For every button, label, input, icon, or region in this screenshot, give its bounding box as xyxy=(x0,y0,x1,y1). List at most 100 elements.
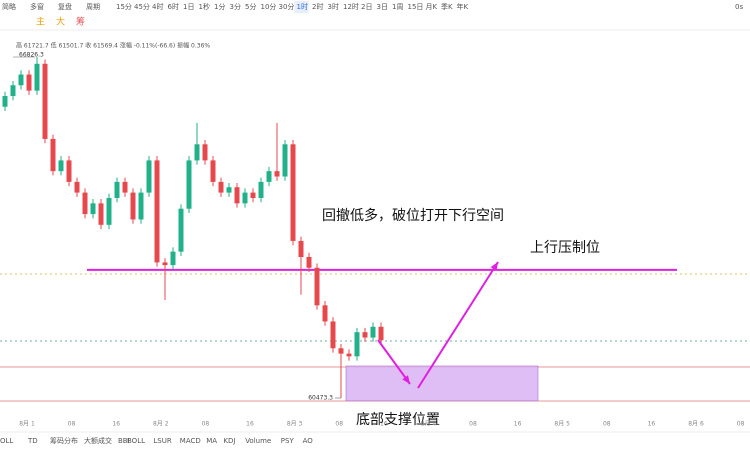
candle-body xyxy=(178,208,184,252)
period-button[interactable]: 1分 xyxy=(214,2,225,11)
x-tick-label: 16 xyxy=(112,421,120,428)
period-button[interactable]: 1秒 xyxy=(199,2,210,11)
x-tick-label: 16 xyxy=(246,421,254,428)
candle-body xyxy=(250,192,256,198)
candle-body xyxy=(98,203,104,225)
candle-body xyxy=(50,138,56,172)
indicator-tab[interactable]: LSUR xyxy=(153,437,171,445)
toolbar-button[interactable]: 周期 xyxy=(86,3,100,11)
indicator-tab[interactable]: OLL xyxy=(0,437,13,445)
indicator-tab[interactable]: BBI xyxy=(118,437,130,445)
period-button[interactable]: 4时 xyxy=(152,2,163,11)
period-button[interactable]: 季K xyxy=(441,2,453,11)
candle-body xyxy=(26,74,32,91)
candle-body xyxy=(202,144,208,161)
candle-body xyxy=(242,192,248,204)
period-button[interactable]: 1时 xyxy=(297,2,308,11)
period-button[interactable]: 10分 xyxy=(261,2,277,11)
x-tick-label: 8月 2 xyxy=(153,421,169,428)
x-tick-label: 8月 6 xyxy=(688,421,704,428)
indicator-tab[interactable]: Volume xyxy=(245,437,271,445)
indicator-tab[interactable]: AO xyxy=(303,437,314,445)
note: 回撤低多，破位打开下行空间 xyxy=(322,207,504,224)
x-tick-label: 8月 1 xyxy=(19,421,35,428)
indicator-tab[interactable]: KDJ xyxy=(223,437,235,445)
x-tick-label: 08 xyxy=(68,421,76,428)
period-button[interactable]: 15分 xyxy=(116,2,132,11)
candle-body xyxy=(378,326,384,341)
indicator-tab[interactable]: BOLL xyxy=(127,437,145,445)
candle-body xyxy=(322,305,328,322)
candle-body xyxy=(58,160,64,172)
x-tick-label: 08 xyxy=(335,421,343,428)
period-button[interactable]: 3时 xyxy=(328,2,339,11)
candle-body xyxy=(42,63,48,139)
info-line: 高 61721.7 低 61501.7 收 61569.4 涨幅 -0.11%(… xyxy=(16,42,210,50)
indicator-tab[interactable]: MA xyxy=(206,437,217,445)
candle-body xyxy=(66,160,72,182)
x-tick-label: 16 xyxy=(514,421,522,428)
indicator-tab[interactable]: PSY xyxy=(281,437,295,445)
candle-body xyxy=(34,63,40,91)
indicator-tab[interactable]: 筹码分布 xyxy=(50,436,78,445)
period-button[interactable]: 年K xyxy=(457,2,469,11)
period-button[interactable]: 2时 xyxy=(312,2,323,11)
candle-body xyxy=(154,160,160,263)
candle-body xyxy=(314,267,320,306)
indicator-icon[interactable]: 筹 xyxy=(76,16,85,28)
candle-body xyxy=(346,353,352,357)
candle-body xyxy=(362,332,368,338)
period-button[interactable]: 月K xyxy=(426,3,438,11)
x-tick-label: 08 xyxy=(737,421,745,428)
candle-body xyxy=(114,181,120,198)
toolbar-button[interactable]: 简略 xyxy=(2,2,16,11)
candle-body xyxy=(146,160,152,193)
period-button[interactable]: 5分 xyxy=(245,2,256,11)
candle-body xyxy=(282,144,288,177)
period-button[interactable]: 12时 xyxy=(343,2,359,11)
period-button[interactable]: 3分 xyxy=(230,2,241,11)
period-button[interactable]: 1日 xyxy=(183,3,194,11)
candle-body xyxy=(274,171,280,177)
candle-body xyxy=(90,203,96,215)
x-tick-label: 08 xyxy=(469,421,477,428)
candle-body xyxy=(210,160,216,182)
candle-body xyxy=(194,144,200,161)
candle-body xyxy=(298,240,304,258)
candle-body xyxy=(370,326,376,338)
candle-body xyxy=(18,74,24,86)
candle-body xyxy=(330,321,336,349)
candle-body xyxy=(354,332,360,357)
period-button[interactable]: 45分 xyxy=(134,2,150,11)
indicator-icon[interactable]: 大 xyxy=(56,16,65,28)
indicator-tab[interactable]: 大额成交 xyxy=(84,436,112,445)
period-button[interactable]: 3日 xyxy=(377,3,388,11)
candle-body xyxy=(186,160,192,209)
period-button[interactable]: 15日 xyxy=(408,3,424,11)
candle-body xyxy=(234,187,240,204)
candle-body xyxy=(170,251,176,266)
arrow-head xyxy=(402,375,410,384)
toolbar-button[interactable]: 多窗 xyxy=(30,2,44,11)
resistance-label: 上行压制位 xyxy=(530,240,600,256)
period-button[interactable]: 1周 xyxy=(392,3,403,11)
candle-body xyxy=(258,181,264,198)
period-highlight xyxy=(294,1,309,13)
period-button[interactable]: 2日 xyxy=(361,3,372,11)
candle-body xyxy=(290,144,296,241)
period-button[interactable]: 6时 xyxy=(168,2,179,11)
high-label: 66826.3 xyxy=(19,52,44,59)
toolbar-button[interactable]: 复盘 xyxy=(58,2,72,11)
period-button[interactable]: 30分 xyxy=(279,2,295,11)
candle-body xyxy=(2,95,8,107)
indicator-icon[interactable]: 主 xyxy=(36,16,45,28)
indicator-tab[interactable]: TD xyxy=(27,437,38,445)
candle-body xyxy=(266,171,272,182)
candle-body xyxy=(226,187,232,193)
indicator-tab[interactable]: MACD xyxy=(180,437,201,445)
x-tick-label: 08 xyxy=(603,421,611,428)
toolbar-right: 0s xyxy=(735,3,743,11)
arrow-head xyxy=(490,262,498,271)
x-tick-label: 8月 3 xyxy=(287,421,303,428)
